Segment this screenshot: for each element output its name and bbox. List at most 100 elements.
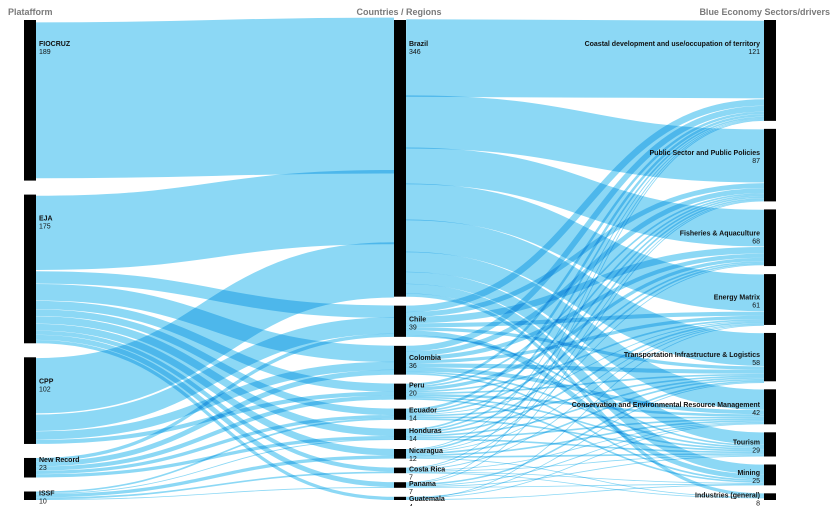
node-label-energy-matrix: Energy Matrix (714, 295, 760, 302)
link-issf-to-panama (35, 486, 395, 500)
node-bar-honduras (394, 428, 406, 441)
node-value-cpp: 102 (39, 386, 51, 393)
link-new-record-to-ecuador (35, 414, 395, 475)
link-brazil-to-public-sector-and-public-policies (405, 95, 765, 183)
header-countries: Countries / Regions (356, 7, 441, 17)
node-label-new-record: New Record (39, 457, 79, 464)
link-ecuador-to-coastal-development-and-use-occupation-of-territory (405, 114, 765, 412)
node-value-colombia: 36 (409, 363, 417, 370)
link-honduras-to-conservation-and-environmental-resource-management (405, 418, 765, 439)
node-label-peru: Peru (409, 383, 425, 390)
link-costa-rica-to-energy-matrix (405, 324, 765, 471)
link-issf-to-honduras (35, 439, 395, 495)
link-peru-to-mining (405, 398, 765, 483)
node-value-nicaragua: 12 (409, 456, 417, 463)
node-bar-coastal-development-and-use-occupation-of-territory (764, 20, 776, 121)
link-eja-to-nicaragua (35, 323, 395, 456)
node-industries-general: Industries (general)8 (695, 492, 776, 506)
link-ecuador-to-fisheries-aquaculture (405, 261, 765, 415)
link-honduras-to-public-sector-and-public-policies (405, 196, 765, 433)
node-value-mining: 25 (752, 478, 760, 485)
node-value-chile: 39 (409, 324, 417, 331)
node-bar-chile (394, 305, 406, 337)
link-honduras-to-tourism (405, 438, 765, 454)
link-nicaragua-to-public-sector-and-public-policies (405, 198, 765, 452)
node-value-energy-matrix: 61 (752, 303, 760, 310)
link-colombia-to-transportation-infrastructure-logistics (405, 363, 765, 374)
node-bar-peru (394, 383, 406, 400)
link-guatemala-to-energy-matrix (405, 324, 765, 500)
node-label-issf: ISSF (39, 491, 55, 498)
node-value-fisheries-aquaculture: 68 (752, 238, 760, 245)
node-value-issf: 10 (39, 499, 47, 506)
link-guatemala-to-transportation-infrastructure-logistics (405, 382, 765, 498)
link-nicaragua-to-coastal-development-and-use-occupation-of-territory (405, 118, 765, 450)
link-brazil-to-conservation-and-environmental-resource-management (405, 251, 765, 410)
node-bar-cpp (24, 357, 36, 444)
header-sectors: Blue Economy Sectors/drivers (699, 7, 830, 17)
link-nicaragua-to-conservation-and-environmental-resource-management (405, 420, 765, 457)
link-cpp-to-colombia (35, 361, 395, 440)
node-label-fisheries-aquaculture: Fisheries & Aquaculture (680, 230, 760, 237)
node-bar-brazil (394, 20, 406, 297)
link-peru-to-tourism (405, 396, 765, 450)
link-new-record-to-peru (35, 395, 395, 471)
node-label-ecuador: Ecuador (409, 408, 437, 415)
node-bar-costa-rica (394, 467, 406, 474)
node-bar-eja (24, 194, 36, 344)
node-bar-new-record (24, 457, 36, 478)
node-bar-guatemala (394, 496, 406, 500)
node-label-transportation-infrastructure-logistics: Transportation Infrastructure & Logistic… (624, 352, 760, 359)
link-panama-to-conservation-and-environmental-resource-management (405, 422, 765, 487)
link-costa-rica-to-tourism (405, 454, 765, 472)
link-panama-to-mining (405, 483, 765, 488)
link-new-record-to-colombia (35, 369, 395, 467)
node-bar-fiocruz (24, 20, 36, 181)
link-new-record-to-honduras (35, 435, 395, 478)
node-bar-energy-matrix (764, 274, 776, 325)
node-label-cpp: CPP (39, 378, 54, 385)
node-label-public-sector-and-public-policies: Public Sector and Public Policies (650, 150, 761, 157)
node-value-honduras: 14 (409, 436, 417, 443)
link-panama-to-transportation-infrastructure-logistics (405, 380, 765, 486)
node-coastal-development-and-use-occupation-of-territory: Coastal development and use/occupation o… (585, 20, 776, 121)
link-peru-to-coastal-development-and-use-occupation-of-territory (405, 111, 765, 387)
node-value-eja: 175 (39, 224, 51, 231)
link-brazil-to-transportation-infrastructure-logistics (405, 219, 765, 366)
link-ecuador-to-public-sector-and-public-policies (405, 194, 765, 413)
node-bar-fisheries-aquaculture (764, 209, 776, 267)
node-bar-mining (764, 464, 776, 486)
headers-layer: Platafform Countries / Regions Blue Econ… (8, 7, 830, 17)
link-panama-to-public-sector-and-public-policies (405, 200, 765, 484)
link-honduras-to-energy-matrix (405, 321, 765, 436)
node-bar-tourism (764, 432, 776, 457)
node-label-eja: EJA (39, 216, 53, 223)
link-colombia-to-fisheries-aquaculture (405, 253, 765, 361)
node-label-mining: Mining (737, 470, 760, 477)
node-label-conservation-and-environmental-resource-management: Conservation and Environmental Resource … (572, 402, 761, 409)
node-bar-public-sector-and-public-policies (764, 128, 776, 202)
node-value-industries-general: 8 (756, 500, 760, 506)
node-label-nicaragua: Nicaragua (409, 448, 443, 455)
node-bar-colombia (394, 345, 406, 375)
link-colombia-to-energy-matrix (405, 315, 765, 364)
link-guatemala-to-mining (405, 484, 765, 501)
link-nicaragua-to-energy-matrix (405, 323, 765, 454)
link-costa-rica-to-conservation-and-environmental-resource-management (405, 421, 765, 471)
node-value-coastal-development-and-use-occupation-of-territory: 121 (748, 49, 760, 56)
node-bar-transportation-infrastructure-logistics (764, 332, 776, 382)
links-layer (35, 17, 765, 501)
node-label-colombia: Colombia (409, 355, 441, 362)
link-honduras-to-fisheries-aquaculture (405, 262, 765, 434)
